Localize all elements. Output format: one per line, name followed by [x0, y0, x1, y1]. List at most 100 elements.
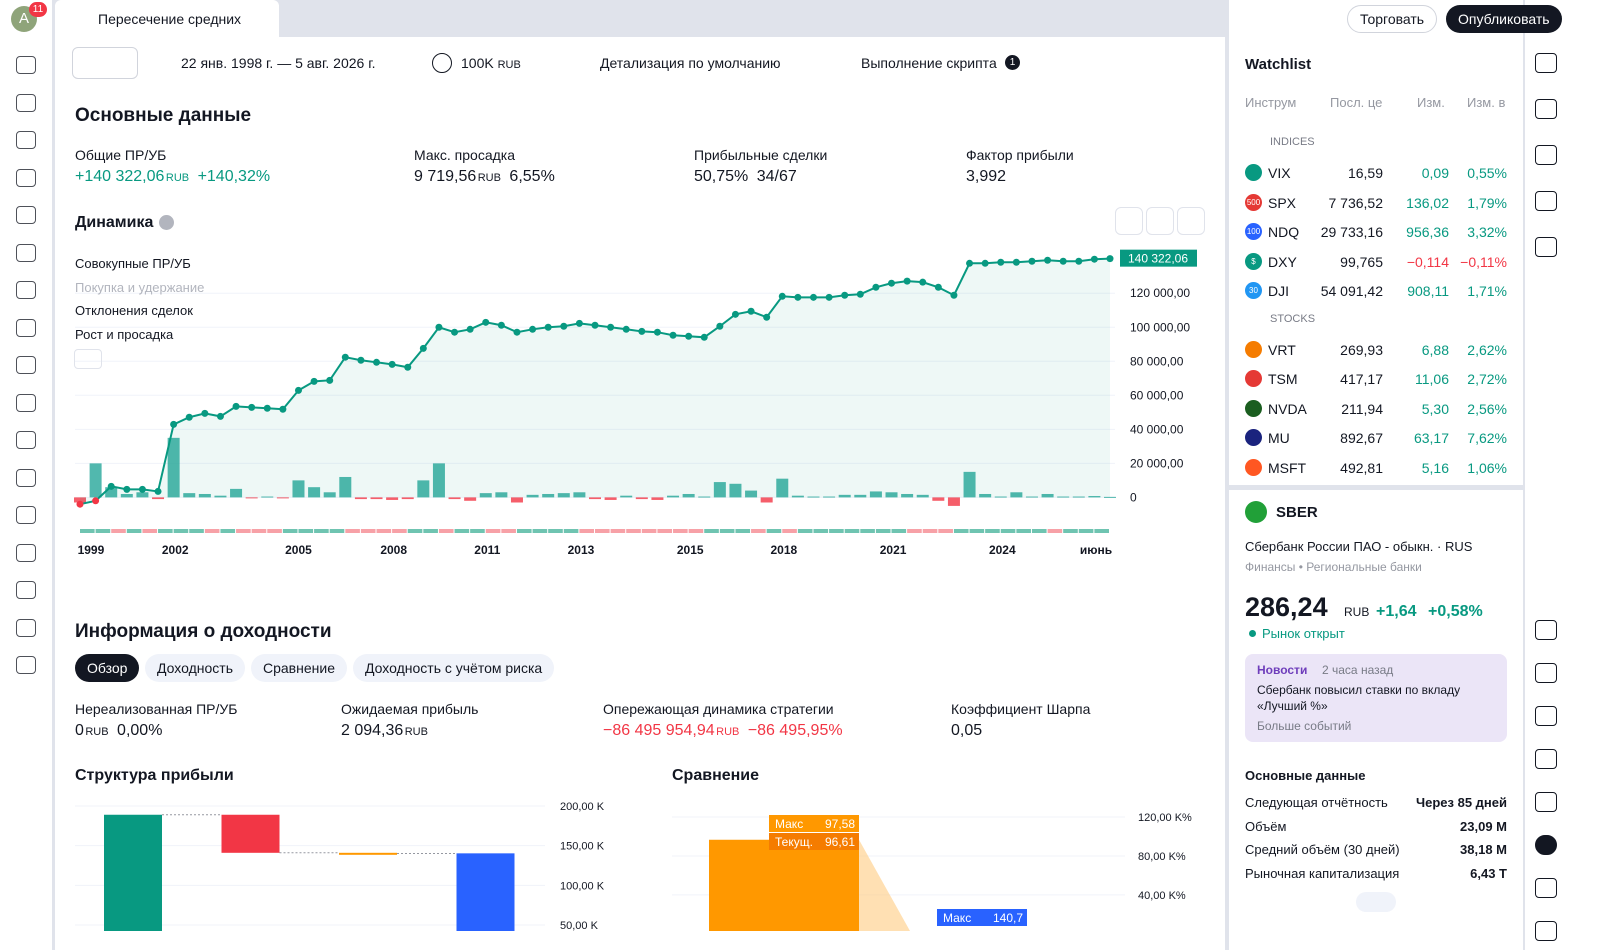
legend-item[interactable]: Отклонения сделок — [75, 303, 193, 318]
side-icon[interactable] — [1535, 145, 1557, 165]
trade-bar — [152, 497, 165, 500]
tab-title[interactable]: Пересечение средних — [98, 11, 242, 27]
side-icon[interactable] — [1535, 792, 1557, 812]
expand-button[interactable] — [1356, 892, 1396, 912]
side-icon[interactable] — [1535, 663, 1557, 683]
tool-icon[interactable] — [16, 656, 36, 674]
tool-icon[interactable] — [16, 281, 36, 299]
growth-strip — [704, 529, 719, 533]
tab[interactable] — [55, 0, 279, 37]
growth-strip — [204, 529, 220, 533]
legend-item[interactable]: Рост и просадка — [75, 327, 174, 342]
tool-icon[interactable] — [16, 56, 36, 74]
trade-bar — [89, 463, 102, 498]
tool-icon[interactable] — [16, 468, 36, 487]
equity-point — [763, 313, 771, 321]
side-icon[interactable] — [1535, 53, 1557, 73]
trade-bar — [386, 497, 399, 500]
industry[interactable]: Региональные банки — [1306, 560, 1422, 574]
side-icon[interactable] — [1535, 835, 1557, 855]
price: 99,765 — [1340, 253, 1383, 270]
value: 0 — [75, 722, 84, 739]
chart-title: Структура прибыли — [75, 767, 234, 784]
unit: RUB — [716, 726, 740, 738]
settings-button[interactable] — [1115, 207, 1143, 235]
company[interactable]: Сбербанк России ПАО - обыкн. · RUS — [1245, 539, 1473, 554]
help-icon[interactable] — [159, 215, 174, 230]
equity-point — [794, 293, 802, 301]
collapse-button[interactable] — [74, 349, 102, 369]
side-icon[interactable] — [1535, 99, 1557, 119]
fullscreen-button[interactable] — [1177, 207, 1205, 235]
snapshot-button[interactable] — [1146, 207, 1174, 235]
growth-strip — [329, 529, 345, 533]
tool-icon[interactable] — [16, 93, 36, 112]
pct: 6,55% — [509, 168, 555, 185]
trade-bar — [838, 494, 851, 498]
side-icon[interactable] — [1535, 921, 1557, 941]
tool-icon[interactable] — [16, 431, 36, 449]
tool-icon[interactable] — [16, 543, 36, 562]
change-pct: 0,55% — [1467, 165, 1507, 181]
tab[interactable]: Доходность — [145, 654, 245, 682]
sector[interactable]: Финансы — [1245, 560, 1296, 574]
trade-bar — [791, 495, 804, 498]
view-toggle[interactable] — [72, 47, 138, 79]
tool-icon[interactable] — [16, 581, 36, 599]
label-value: 140,7 — [993, 911, 1023, 925]
stat-label: Следующая отчётность — [1245, 795, 1388, 810]
equity-point — [341, 353, 349, 361]
price: 7 736,52 — [1328, 194, 1384, 211]
stat-value: Через 85 дней — [1415, 795, 1507, 810]
growth-strip — [751, 529, 766, 533]
script[interactable]: Выполнение скрипта — [861, 55, 997, 71]
tab[interactable]: Доходность с учётом риска — [353, 654, 555, 682]
symbol: SPX — [1268, 194, 1297, 211]
side-icon[interactable] — [1535, 191, 1557, 211]
column-header: Инструм — [1245, 95, 1297, 110]
tool-icon[interactable] — [16, 356, 36, 374]
tool-icon[interactable] — [16, 318, 36, 337]
tab[interactable]: Сравнение — [251, 654, 347, 682]
trade-button[interactable]: Торговать — [1347, 5, 1438, 33]
news-more[interactable]: Больше событий — [1257, 719, 1352, 733]
detail[interactable]: Детализация по умолчанию — [600, 55, 781, 71]
equity-point — [997, 258, 1005, 266]
pct: 34/67 — [756, 168, 797, 185]
legend-item[interactable]: Совокупные ПР/УБ — [75, 256, 191, 271]
tool-icon[interactable] — [16, 243, 36, 262]
tool-icon[interactable] — [16, 131, 36, 149]
metric-value: 50,75% 34/67 — [694, 168, 797, 186]
trade-bar — [510, 497, 523, 503]
growth-strip — [314, 529, 329, 533]
tool-icon[interactable] — [16, 206, 36, 224]
change-pct: 1,79% — [1467, 194, 1507, 211]
equity-point — [170, 420, 178, 428]
growth-strip — [1016, 529, 1031, 533]
growth-strip — [719, 529, 735, 533]
trade-bar — [760, 497, 773, 503]
side-icon[interactable] — [1535, 237, 1557, 257]
trade-bar — [979, 493, 992, 498]
watchlist-title[interactable]: Watchlist — [1245, 56, 1312, 73]
right-toolbar — [1525, 0, 1600, 950]
tool-icon[interactable] — [16, 393, 36, 412]
side-icon[interactable] — [1535, 749, 1557, 769]
side-icon[interactable] — [1535, 878, 1557, 898]
tool-icon[interactable] — [16, 618, 36, 637]
news-card[interactable] — [1245, 654, 1507, 742]
tab[interactable]: Обзор — [75, 654, 140, 682]
date-range[interactable]: 22 янв. 1998 г. — 5 авг. 2026 г. — [181, 55, 376, 71]
legend-item[interactable]: Покупка и удержание — [75, 280, 205, 295]
tool-icon[interactable] — [16, 506, 36, 524]
capital[interactable]: 100K RUB — [461, 55, 521, 71]
equity-point — [731, 310, 739, 318]
change: 63,17 — [1413, 430, 1449, 446]
growth-strip — [407, 529, 423, 533]
equity-point — [575, 319, 583, 327]
side-icon[interactable] — [1535, 620, 1557, 640]
tool-icon[interactable] — [16, 168, 36, 187]
equity-point — [1106, 255, 1114, 263]
publish-button[interactable]: Опубликовать — [1446, 5, 1562, 33]
side-icon[interactable] — [1535, 706, 1557, 726]
